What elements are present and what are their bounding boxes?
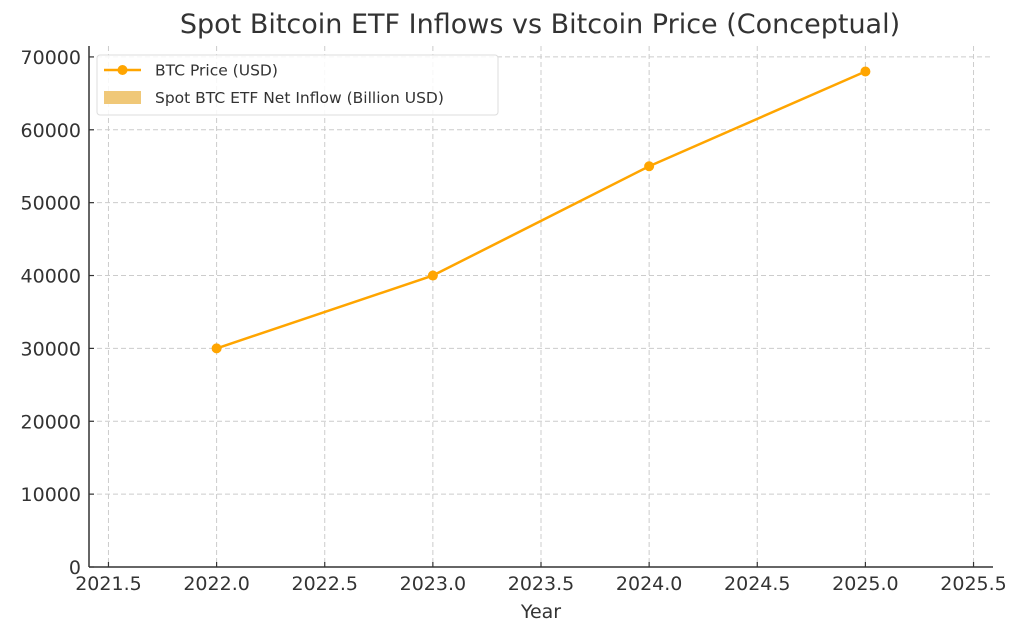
- x-tick-label: 2022.5: [291, 573, 357, 595]
- y-axis-ticks: 0 10000 20000 30000 40000 50000 60000 70000: [21, 47, 94, 579]
- x-axis-ticks: 2021.5 2022.0 2022.5 2023.0 2023.5 2024.0 2024…: [75, 562, 1007, 595]
- grid: [89, 46, 993, 567]
- legend-marker-swatch: [117, 65, 128, 75]
- legend-bar-swatch: [104, 91, 141, 104]
- line-series: [211, 66, 871, 354]
- btc-price-line: [216, 70, 866, 350]
- legend-label-btc-price: BTC Price (USD): [155, 62, 278, 80]
- y-tick-label: 0: [69, 557, 81, 579]
- x-tick-label: 2025.0: [832, 573, 898, 595]
- x-tick-label: 2022.0: [183, 573, 249, 595]
- y-tick-label: 30000: [21, 338, 81, 360]
- y-tick-label: 10000: [21, 484, 81, 506]
- legend-label-etf-inflow: Spot BTC ETF Net Inflow (Billion USD): [155, 89, 444, 107]
- y-tick-label: 40000: [21, 266, 81, 288]
- x-axis-label: Year: [520, 601, 561, 623]
- x-tick-label: 2025.5: [940, 573, 1006, 595]
- y-tick-label: 70000: [21, 47, 81, 69]
- btc-price-point: [211, 343, 222, 354]
- x-tick-label: 2023.0: [400, 573, 466, 595]
- legend: BTC Price (USD) Spot BTC ETF Net Inflow …: [96, 54, 499, 116]
- legend-box: [96, 54, 499, 116]
- btc-price-point: [427, 270, 438, 281]
- x-tick-label: 2021.5: [75, 573, 141, 595]
- btc-price-point: [860, 66, 871, 77]
- y-tick-label: 60000: [21, 120, 81, 142]
- y-tick-label: 50000: [21, 193, 81, 215]
- btc-price-point: [644, 161, 655, 172]
- chart-title: Spot Bitcoin ETF Inflows vs Bitcoin Pric…: [180, 9, 900, 40]
- y-tick-label: 20000: [21, 411, 81, 433]
- x-tick-label: 2024.5: [724, 573, 790, 595]
- x-tick-label: 2024.0: [616, 573, 682, 595]
- x-tick-label: 2023.5: [508, 573, 574, 595]
